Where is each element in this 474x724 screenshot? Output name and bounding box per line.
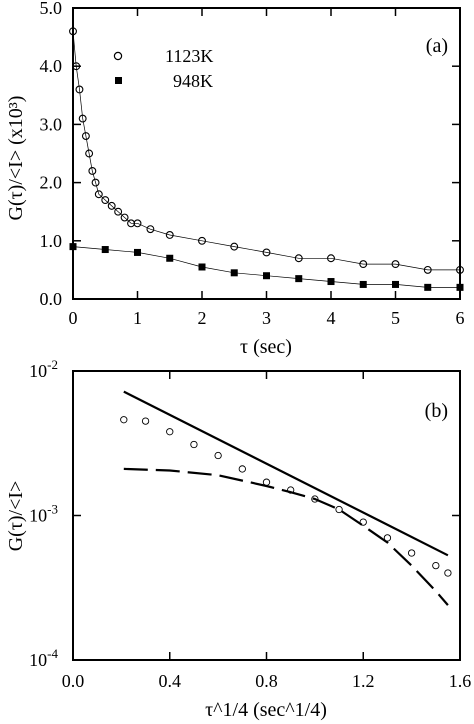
y-tick-label: 4.0 xyxy=(40,56,63,76)
data-point xyxy=(190,440,198,449)
panel-a-ticks: 0 1 2 3 4 5 6 0.0 1.0 2.0 3.0 4.0 5.0 xyxy=(40,0,465,328)
y-tick-label: 5.0 xyxy=(40,0,63,18)
panel-b-ticks: 0.0 0.4 0.8 1.2 1.6 10-4 10-3 10-2 xyxy=(29,357,471,691)
x-tick-label: 0.8 xyxy=(255,671,278,691)
y-tick-label: 10-3 xyxy=(29,502,58,526)
x-tick-label: 1 xyxy=(133,308,142,328)
y-tick-label: 3.0 xyxy=(40,114,63,134)
data-point xyxy=(166,254,174,262)
panel-a-marks xyxy=(69,27,464,291)
data-point xyxy=(134,248,141,256)
x-tick-label: 5 xyxy=(391,308,400,328)
panel-a-xlabel: τ (sec) xyxy=(240,336,292,358)
data-point xyxy=(91,178,100,187)
panel-a-label: (a) xyxy=(426,35,448,57)
data-point xyxy=(311,495,319,503)
data-point xyxy=(198,263,206,271)
data-point xyxy=(335,505,343,514)
data-point xyxy=(165,231,174,239)
legend-label-948k: 948K xyxy=(173,71,213,91)
data-point xyxy=(69,27,77,36)
data-point xyxy=(85,149,94,158)
data-point xyxy=(456,265,464,274)
panel-b-frame xyxy=(72,370,461,661)
data-point xyxy=(327,254,335,263)
x-tick-label: 3 xyxy=(262,308,271,328)
data-point xyxy=(214,451,222,460)
data-point xyxy=(101,246,109,254)
data-point xyxy=(238,465,246,473)
x-tick-label: 0 xyxy=(69,308,78,328)
y-tick-label: 10-2 xyxy=(29,357,58,381)
data-point xyxy=(198,236,206,245)
data-point xyxy=(424,283,432,291)
data-point xyxy=(262,248,271,257)
x-tick-label: 2 xyxy=(198,308,207,328)
data-point xyxy=(456,283,464,291)
x-tick-label: 0.4 xyxy=(159,671,182,691)
y-tick-label: 10-4 xyxy=(29,646,58,670)
data-point xyxy=(94,190,103,199)
x-tick-label: 4 xyxy=(327,308,336,328)
panel-b-label: (b) xyxy=(425,400,448,422)
legend-marker-1123k xyxy=(113,51,123,61)
data-point xyxy=(81,132,90,140)
data-point xyxy=(391,260,400,269)
data-point xyxy=(141,417,150,425)
data-point xyxy=(294,254,303,263)
data-point xyxy=(230,242,239,251)
data-point xyxy=(383,534,392,542)
data-point xyxy=(166,428,174,436)
data-point xyxy=(133,219,142,228)
panel-a-ylabel: G(τ)/<I> (x10³) xyxy=(5,96,27,221)
y-tick-label: 2.0 xyxy=(40,173,63,193)
data-point xyxy=(114,207,123,216)
data-point xyxy=(432,561,440,570)
data-point xyxy=(230,269,238,277)
legend: 1123K 948K xyxy=(113,46,213,91)
y-tick-label: 0.0 xyxy=(40,289,63,309)
data-point xyxy=(75,85,84,94)
x-tick-label: 1.2 xyxy=(352,671,375,691)
data-point xyxy=(359,280,367,288)
data-point xyxy=(69,243,77,251)
panel-b-xlabel: τ^1/4 (sec^1/4) xyxy=(205,699,327,721)
data-point xyxy=(107,201,116,210)
x-tick-label: 0.0 xyxy=(62,671,85,691)
data-point xyxy=(263,272,270,280)
x-tick-label: 6 xyxy=(456,308,465,328)
data-point xyxy=(392,280,399,288)
data-point xyxy=(359,518,367,526)
data-point xyxy=(444,569,452,577)
data-point xyxy=(101,196,110,205)
data-point xyxy=(407,549,416,557)
fit-curve-dashed xyxy=(123,467,449,606)
data-point xyxy=(88,167,97,175)
data-point xyxy=(423,265,432,274)
fit-line-solid xyxy=(123,390,449,557)
legend-label-1123k: 1123K xyxy=(165,46,213,66)
panel-a: 0 1 2 3 4 5 6 0.0 1.0 2.0 3.0 4.0 5.0 (a) 1123K 948K… xyxy=(5,0,465,358)
panel-b-marks xyxy=(120,390,452,606)
panel-b-ylabel: G(τ)/<I> xyxy=(5,481,27,552)
data-point xyxy=(295,275,303,283)
y-tick-label: 1.0 xyxy=(40,231,63,251)
data-point xyxy=(146,225,155,234)
data-point xyxy=(78,114,87,123)
data-point xyxy=(120,213,129,222)
legend-marker-948k xyxy=(115,77,122,84)
data-point xyxy=(359,260,368,269)
x-tick-label: 1.6 xyxy=(449,671,472,691)
series-line xyxy=(72,31,460,271)
data-point xyxy=(327,278,335,286)
data-point xyxy=(120,416,128,424)
panel-b: 0.0 0.4 0.8 1.2 1.6 10-4 10-3 10-2 (b) G(τ)/<I>… xyxy=(5,357,471,721)
